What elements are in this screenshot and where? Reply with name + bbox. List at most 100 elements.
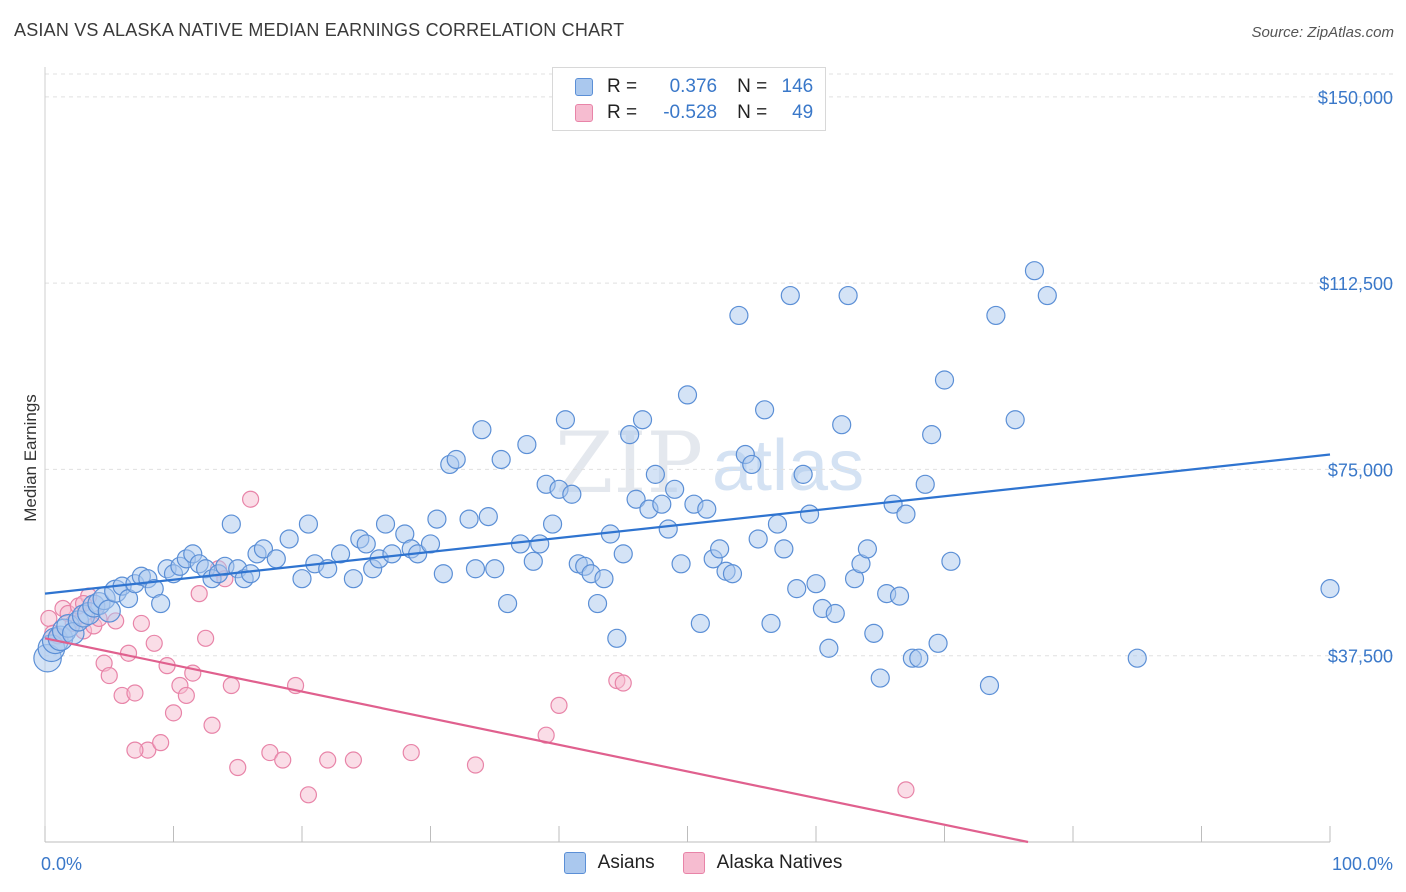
asian-point — [607, 628, 627, 648]
asian-point — [382, 544, 402, 564]
asian-point — [909, 648, 929, 668]
alaska-point — [126, 684, 144, 702]
alaska-point — [177, 686, 195, 705]
asian-point — [665, 479, 685, 499]
asian-point — [767, 514, 788, 534]
asian-point — [498, 593, 518, 614]
legend-r-label: R = — [607, 102, 638, 123]
y-tick-label: $112,500 — [1319, 274, 1393, 294]
asian-point — [780, 285, 800, 306]
legend-row-asians: R = 0.376 N = 146 — [575, 75, 813, 99]
y-tick-label: $37,500 — [1328, 647, 1393, 667]
legend-swatch-asians — [575, 78, 593, 96]
alaska-point — [164, 704, 183, 722]
legend-r-value: 0.376 — [669, 76, 718, 97]
alaska-point — [203, 716, 221, 734]
asian-point — [478, 507, 498, 527]
asian-point — [241, 564, 261, 584]
asian-point — [793, 464, 813, 484]
legend-r-label: R = — [607, 76, 638, 97]
asian-point — [1127, 648, 1147, 668]
asian-point — [626, 489, 646, 509]
alaska-point — [466, 756, 485, 774]
asian-point — [697, 499, 717, 519]
asian-point — [562, 484, 582, 504]
asian-point — [915, 474, 935, 494]
asian-point — [819, 638, 839, 658]
asian-point — [542, 514, 563, 534]
stats-legend: R = 0.376 N = 146 R = -0.528 N = 49 — [552, 67, 826, 131]
alaska-point — [119, 644, 138, 662]
asian-point — [594, 569, 614, 589]
asian-point — [941, 551, 961, 571]
asian-point — [729, 305, 749, 326]
alaska-point — [299, 786, 318, 804]
asian-point — [1037, 285, 1057, 306]
trend-lines — [44, 453, 1331, 844]
asian-point — [517, 434, 537, 455]
asian-point — [356, 534, 376, 554]
legend-swatch-alaska — [575, 104, 593, 122]
y-axis-label: Median Earnings — [21, 394, 40, 522]
legend-n-label: N = — [737, 76, 768, 97]
asian-point — [530, 534, 550, 554]
asian-point — [748, 529, 768, 549]
asian-point — [253, 539, 274, 559]
asian-point — [151, 593, 171, 614]
asian-point — [433, 564, 453, 584]
alaska-point — [100, 666, 118, 685]
asian-point — [896, 504, 916, 524]
alaska-point — [229, 758, 247, 777]
asian-point — [677, 385, 698, 405]
asian-point — [799, 504, 820, 524]
asian-point — [221, 514, 241, 534]
asian-point — [787, 579, 807, 599]
legend-n-label: N = — [737, 102, 768, 123]
asian-point — [832, 415, 852, 435]
asian-point — [266, 549, 286, 569]
asian-point — [446, 449, 466, 470]
asian-point — [889, 586, 910, 606]
alaska-point — [132, 614, 150, 633]
asian-point — [658, 519, 678, 539]
x-tick-label-left: 0.0% — [41, 854, 82, 874]
asian-point — [986, 305, 1006, 326]
asian-point — [754, 400, 775, 420]
asian-point — [690, 613, 710, 634]
y-tick-label: $75,000 — [1328, 460, 1393, 480]
tick-labels: $37,500 $75,000 $112,500 $150,000 0.0% 100.0% — [41, 88, 1393, 874]
alaska-point — [550, 696, 568, 714]
asian-point — [523, 551, 543, 571]
asian-point — [1005, 410, 1025, 430]
alaska-point — [319, 751, 337, 769]
legend-item-alaska[interactable]: Alaska Natives — [682, 852, 842, 874]
asian-point — [825, 603, 845, 624]
asian-point — [934, 370, 955, 390]
asian-trend-line — [44, 453, 1331, 595]
x-tick-label-right: 100.0% — [1332, 854, 1393, 874]
asian-point — [491, 449, 511, 470]
alaska-point — [222, 676, 240, 695]
asian-point — [375, 514, 396, 534]
alaska-point — [344, 751, 362, 769]
asian-point — [555, 410, 576, 430]
data-points — [33, 261, 1340, 804]
legend-swatch-alaska — [682, 852, 705, 874]
asian-point — [722, 564, 743, 584]
legend-r-value: -0.528 — [663, 102, 718, 123]
asian-point — [857, 539, 878, 559]
asian-point — [761, 613, 781, 634]
asian-point — [645, 464, 665, 484]
chart-title: ASIAN VS ALASKA NATIVE MEDIAN EARNINGS C… — [14, 20, 625, 40]
legend-swatch-asians — [563, 852, 586, 874]
alaska-point — [261, 743, 279, 762]
asian-point — [652, 494, 672, 514]
asian-point — [298, 514, 319, 534]
asian-point — [613, 544, 633, 564]
legend-label-asians: Asians — [597, 852, 655, 873]
legend-item-asians[interactable]: Asians — [563, 852, 655, 874]
y-tick-label: $150,000 — [1318, 88, 1393, 108]
asian-point — [97, 599, 121, 623]
alaska-point — [190, 585, 208, 603]
